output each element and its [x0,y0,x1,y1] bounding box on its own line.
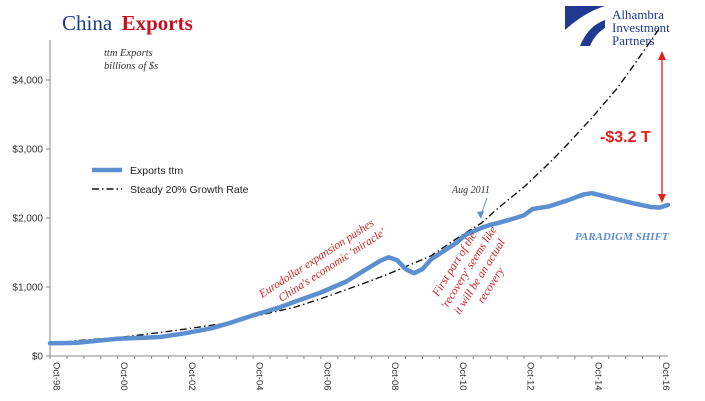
legend-steady-label: Steady 20% Growth Rate [130,184,249,196]
x-tick-label: Oct-06 [321,362,332,391]
logo-line-2: Investment [612,20,670,35]
alhambra-logo: Alhambra Investment Partners [565,6,670,48]
x-tick-label: Oct-02 [186,362,197,391]
logo-line-1: Alhambra [612,7,664,22]
y-tick-label: $0 [32,352,44,363]
x-tick-label: Oct-04 [254,362,265,391]
legend: Exports ttm Steady 20% Growth Rate [92,165,249,196]
y-tick-label: $2,000 [12,214,43,225]
logo-line-3: Partners [612,33,655,48]
x-tick-label: Oct-08 [389,362,400,391]
annotations: Aug 2011 Eurodollar expansion pushes Chi… [256,51,670,317]
y-tick-label: $1,000 [12,283,43,294]
x-tick-label: Oct-14 [592,362,603,391]
units-line-2: billions of $s [104,61,158,72]
chart-title: China Exports [62,11,193,35]
annotation-aug-2011-arrowhead [477,211,484,219]
x-axis-ticks: Oct-98 Oct-00 Oct-02 Oct-04 Oct-06 Oct-08 Oct-… [49,356,671,391]
annotation-recovery: First part of the 'recovery' seems like … [430,225,508,317]
x-tick-label: Oct-16 [660,362,671,391]
gap-arrow-down-icon [658,194,666,203]
x-tick-label: Oct-12 [525,362,536,391]
chart-title-part1: China [62,11,113,35]
annotation-aug-2011: Aug 2011 [451,185,490,196]
chart-title-part2: Exports [122,11,193,35]
annotation-eurodollar-line-1: Eurodollar expansion pushes [256,217,377,301]
x-tick-label: Oct-00 [118,362,129,391]
x-tick-label: Oct-10 [457,362,468,391]
gap-arrow-up-icon [658,51,666,60]
legend-exports-label: Exports ttm [130,165,183,177]
y-tick-label: $3,000 [12,145,43,156]
series-exports-ttm-line [47,190,671,346]
logo-mark-curve [565,6,605,46]
y-axis-ticks: $0 $1,000 $2,000 $3,000 $4,000 [12,76,50,363]
units-line-1: ttm Exports [104,48,153,59]
annotation-paradigm-shift: PARADIGM SHIFT [575,231,670,243]
annotation-gap-value: -$3.2 T [600,129,651,146]
logo-mark-curve-2 [590,28,605,46]
y-tick-label: $4,000 [12,76,43,87]
x-tick-label: Oct-98 [51,362,62,391]
plot-area: $0$1,000$2,000$3,000$4,000 Oct-98 Oct-00 O… [12,27,671,391]
